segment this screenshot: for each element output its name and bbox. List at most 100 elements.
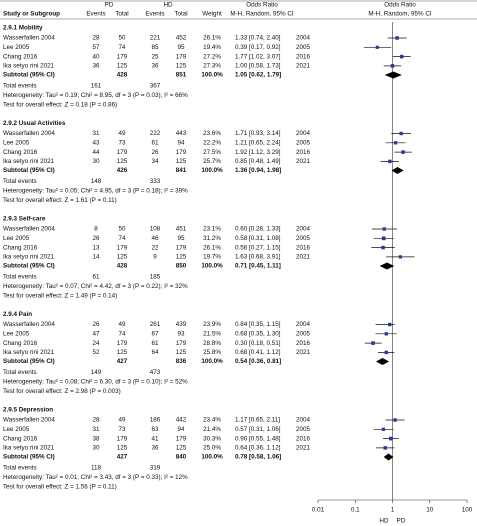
weight: 28.8% [203,340,221,347]
odds-ratio: 0.84 [0.35, 1.15] [235,321,281,328]
year: 2021 [296,445,311,452]
subtotal-label: Subtotal (95% CI) [3,72,55,79]
cell-text: 25 [151,53,159,60]
subtotal-label: Subtotal (95% CI) [3,167,55,174]
header: Total [115,11,128,18]
year: 2021 [296,349,311,356]
x-tick-label: 1 [391,507,395,514]
study-name: Ika setyo rini 2021 [3,254,55,261]
study-name: Lee 2005 [3,426,30,433]
study-name: Lee 2005 [3,44,30,51]
year: 2021 [296,158,311,165]
study-name: Chang 2016 [3,149,38,156]
cell-text: 28 [92,417,100,424]
cell-text: 108 [150,226,161,233]
overall-effect: Test for overall effect: Z = 1.61 (P = 0… [3,197,117,204]
cell-text: 46 [151,235,159,242]
cell-text: 38 [92,435,100,442]
odds-ratio: 0.54 [0.36, 0.81] [235,358,281,365]
study-name: Lee 2005 [3,139,30,146]
weight: 19.4% [203,44,221,51]
cell-text: 67 [151,330,159,337]
heterogeneity: Heterogeneity: Tau² = 0.05; Chi² = 4.95,… [3,188,188,195]
cell-text: 94 [177,139,185,146]
odds-ratio: 1.92 [1.12, 3.29] [235,149,281,156]
study-name: Ika setyo rini 2021 [3,349,55,356]
heterogeneity: Heterogeneity: Tau² = 0.01; Chi² = 3.43,… [3,474,188,481]
weight: 30.3% [203,435,221,442]
cell-text: 22 [151,244,159,251]
cell-text: 61 [92,274,100,281]
cell-text: 125 [117,63,128,70]
study-name: Ika setyo rini 2021 [3,63,55,70]
cell-text: 179 [176,53,187,60]
weight: 27.2% [203,53,221,60]
study-marker [390,64,395,68]
cell-text: 34 [151,158,159,165]
cell-text: 64 [151,349,159,356]
weight: 19.7% [203,254,221,261]
study-name: Wasserfallen 2004 [3,35,55,42]
cell-text: 161 [91,83,102,90]
cell-text: 49 [118,321,126,328]
cell-text: 149 [91,369,102,376]
heterogeneity: Heterogeneity: Tau² = 0.19; Chi² = 8.95,… [3,92,188,99]
cell-text: 125 [176,63,187,70]
cell-text: 61 [151,340,159,347]
cell-text: 840 [176,454,187,461]
weight: 100.0% [201,167,223,174]
cell-text: 125 [176,349,187,356]
study-marker [393,418,397,422]
odds-ratio: 1.63 [0.68, 3.91] [235,254,281,261]
study-marker [401,150,405,154]
weight: 26.1% [203,244,221,251]
cell-text: 179 [176,244,187,251]
year: 2016 [296,53,311,60]
cell-text: 14 [92,254,100,261]
cell-text: 63 [151,426,159,433]
study-name: Wasserfallen 2004 [3,417,55,424]
year: 2004 [296,226,311,233]
cell-text: 61 [151,139,159,146]
group-title: 2.9.1 Mobility [3,25,43,32]
x-tick-label: 100 [462,507,473,514]
year: 2004 [296,130,311,137]
summary-diamond [379,262,395,270]
weight: 22.2% [203,139,221,146]
subtotal-label: Subtotal (95% CI) [3,454,55,461]
odds-ratio: 0.64 [0.36, 1.12] [235,445,281,452]
study-marker [395,36,399,40]
year: 2021 [296,63,311,70]
weight: 23.9% [203,321,221,328]
odds-ratio: 0.58 [0.31, 1.08] [235,235,281,242]
year: 2004 [296,417,311,424]
study-name: Wasserfallen 2004 [3,130,55,137]
weight: 23.1% [203,226,221,233]
year: 2021 [296,254,311,261]
weight: 100.0% [201,263,223,270]
study-name: Chang 2016 [3,244,38,251]
cell-text: 73 [118,426,126,433]
odds-ratio: 1.36 [0.94, 1.98] [235,167,281,174]
total-events-label: Total events [3,83,37,90]
cell-text: 426 [117,167,128,174]
odds-ratio: 1.17 [0.65, 2.11] [235,417,280,424]
cell-text: 36 [92,63,100,70]
cell-text: 179 [176,435,187,442]
cell-text: 222 [150,130,161,137]
study-marker [387,322,392,327]
weight: 25.8% [203,349,221,356]
overall-effect: Test for overall effect: Z = 2.98 (P = 0… [3,388,121,395]
weight: 100.0% [201,454,223,461]
cell-text: 428 [117,263,128,270]
odds-ratio: 0.60 [0.28, 1.33] [235,226,281,233]
study-marker [384,350,389,355]
cell-text: 221 [150,35,161,42]
cell-text: 148 [91,178,102,185]
header: Total [174,11,187,18]
cell-text: 13 [92,244,100,251]
cell-text: 26 [151,149,159,156]
header: Study or Subgroup [3,11,60,18]
axis-label: PD [397,518,406,525]
